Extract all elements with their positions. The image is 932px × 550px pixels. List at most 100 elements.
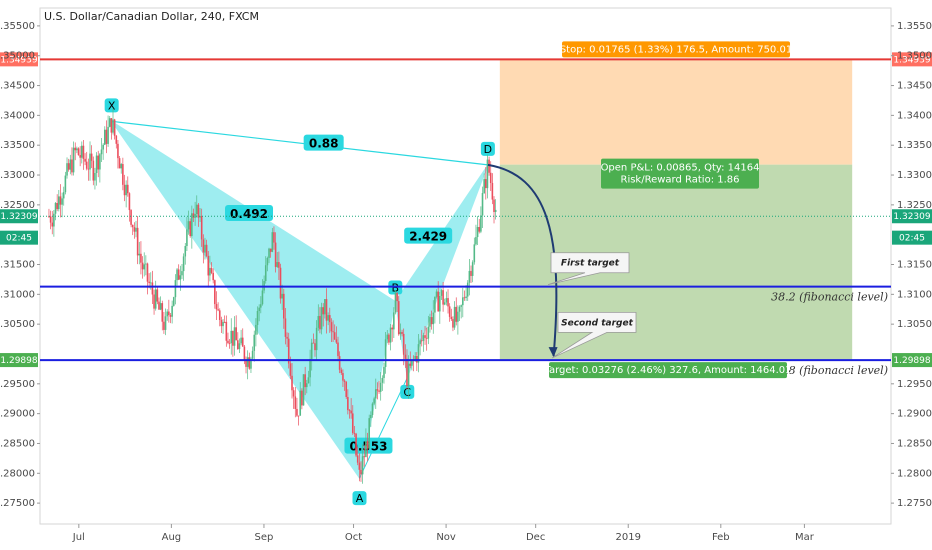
candle-body — [172, 297, 175, 306]
pattern-point-badge — [104, 98, 119, 113]
candle-body — [351, 413, 354, 433]
candle-body — [356, 455, 359, 463]
candle-body — [315, 327, 318, 351]
candle-body — [100, 149, 103, 155]
y-tick-label-right: 1.27500 — [897, 498, 932, 509]
candle-body — [214, 280, 216, 305]
pattern-point-badge — [480, 141, 495, 156]
candle-body — [363, 456, 366, 458]
candle-body — [149, 282, 152, 284]
candle-body — [238, 343, 241, 350]
candle-body — [420, 340, 423, 342]
y-tick-label-right: 1.29000 — [897, 409, 932, 420]
candle-body — [195, 204, 198, 215]
y-tick-label-left: 1.27500 — [0, 498, 35, 509]
projection-arrowhead — [548, 347, 558, 358]
y-tick-label-left: 1.28500 — [0, 438, 35, 449]
candle-body — [240, 337, 242, 344]
candle-body — [103, 129, 106, 145]
candle-body — [138, 253, 141, 256]
position-tool[interactable] — [499, 59, 853, 361]
candle-body — [314, 343, 316, 351]
price-badge-132309-right-text: 1.32309 — [893, 212, 930, 222]
candle-body — [388, 334, 390, 343]
pnl-label: Open P&L: 0.00865, Qty: 14164 — [601, 163, 760, 174]
candle-body — [126, 184, 129, 194]
y-tick-label-right: 1.28500 — [897, 438, 932, 449]
fib-label-38: 38.2 (fibonacci level) — [771, 291, 888, 304]
candle-body — [386, 334, 389, 340]
candle-body — [95, 155, 98, 174]
pattern-point-label: A — [356, 492, 364, 505]
candle-body — [94, 173, 96, 181]
candle-body — [215, 304, 218, 310]
y-tick-label-right: 1.31500 — [897, 260, 932, 271]
candle-body — [71, 159, 73, 173]
candle-body — [350, 410, 352, 414]
price-badge-132309-left-text: 1.32309 — [0, 212, 37, 222]
candle-body — [366, 441, 369, 449]
candle-body — [434, 296, 436, 313]
pattern-xd-line — [111, 120, 488, 166]
candle-body — [161, 303, 164, 322]
candle-body — [217, 309, 219, 311]
axes: 1.35500 1.35500 1.35000 1.35000 1.34500 1.345… — [0, 21, 932, 543]
candle-body — [174, 280, 177, 298]
y-tick-label-left: 1.28000 — [0, 468, 35, 479]
candle-body — [361, 456, 364, 475]
candle-body — [218, 310, 221, 320]
candle-body — [335, 339, 338, 343]
price-badge-133174-left-text: 1.33174 — [0, 161, 37, 171]
stop-zone[interactable] — [499, 59, 853, 165]
candle-body — [146, 263, 149, 282]
candle-body — [360, 469, 362, 475]
candle-body — [125, 184, 127, 196]
candle-body — [243, 346, 246, 360]
pattern-ratio-label: 2.429 — [409, 230, 447, 244]
x-tick-label: Oct — [345, 532, 362, 543]
candle-body — [64, 175, 67, 193]
candle-body — [245, 359, 247, 367]
candle-body — [209, 267, 211, 276]
pattern-point-badge — [352, 491, 367, 506]
x-tick-label: Sep — [255, 532, 274, 543]
candle-body — [235, 327, 237, 341]
candle-body — [297, 415, 300, 417]
candle-body — [279, 267, 282, 299]
candle-body — [292, 390, 295, 397]
y-tick-label-left: 1.30500 — [0, 319, 35, 330]
y-tick-label-right: 1.34000 — [897, 110, 932, 121]
candle-body — [69, 159, 72, 170]
candle-body — [123, 184, 126, 196]
candle-body — [274, 242, 277, 267]
grid — [39, 7, 892, 525]
candle-body — [140, 253, 142, 263]
levels[interactable] — [40, 58, 891, 362]
candle-body — [112, 119, 114, 133]
fib-label-61: 61.8 (fibonacci level) — [771, 364, 888, 377]
pattern-ratio-label: 0.88 — [309, 137, 339, 151]
candle-body — [53, 213, 55, 227]
candle-body — [276, 262, 279, 267]
candle-body — [154, 289, 157, 309]
candle-body — [131, 224, 134, 228]
x-tick-label: Mar — [795, 532, 815, 543]
candle-body — [399, 331, 402, 335]
stop-label: Stop: 0.01765 (1.33%) 176.5, Amount: 750… — [560, 44, 792, 55]
target-label: Target: 0.03276 (2.46%) 327.6, Amount: 1… — [544, 365, 792, 376]
candle-body — [268, 248, 270, 258]
candle-body — [197, 204, 200, 218]
candle-body — [159, 303, 162, 310]
candle-body — [430, 317, 433, 325]
y-tick-label-left: 1.35500 — [0, 21, 35, 32]
candle-body — [476, 227, 479, 238]
candle-body — [424, 335, 426, 338]
candle-body — [99, 154, 101, 170]
candle-body — [200, 215, 203, 240]
candle-body — [370, 414, 372, 419]
y-tick-label-left: 1.32500 — [0, 200, 35, 211]
candle-body — [260, 304, 262, 308]
candle-body — [58, 196, 60, 210]
